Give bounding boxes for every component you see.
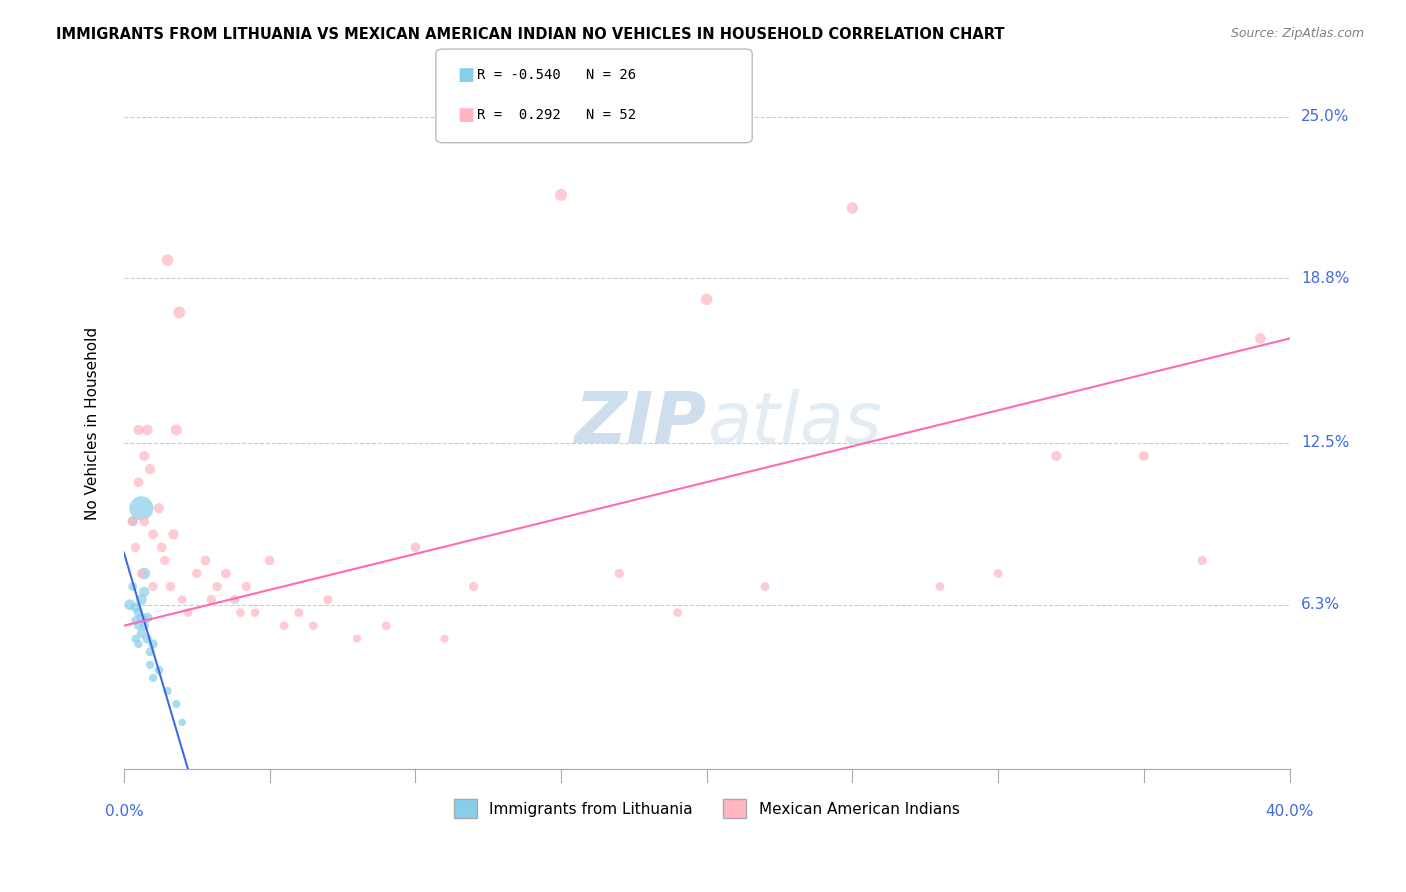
Point: [150, 541, 173, 555]
Point: [127, 606, 149, 620]
Point: [156, 253, 179, 268]
Point: [1249, 332, 1271, 346]
Point: [607, 566, 630, 581]
Point: [127, 637, 149, 651]
Point: [127, 618, 149, 632]
Point: [229, 606, 252, 620]
Point: [243, 606, 266, 620]
Point: [259, 553, 281, 567]
Point: [148, 501, 170, 516]
Point: [136, 611, 159, 625]
Point: [142, 527, 165, 541]
Point: [273, 618, 295, 632]
Point: [121, 514, 143, 528]
Point: [1045, 449, 1067, 463]
Text: R =  0.292   N = 52: R = 0.292 N = 52: [477, 108, 636, 122]
Point: [131, 501, 153, 516]
Point: [928, 580, 950, 594]
Point: [987, 566, 1010, 581]
Text: ■: ■: [457, 106, 474, 124]
Point: [302, 618, 325, 632]
Point: [194, 553, 217, 567]
Text: 25.0%: 25.0%: [1301, 109, 1350, 124]
Point: [121, 580, 143, 594]
Point: [550, 188, 572, 202]
Point: [134, 584, 156, 599]
Point: [134, 449, 156, 463]
Point: [131, 592, 153, 607]
Point: [375, 618, 398, 632]
Point: [169, 305, 191, 319]
Text: R = -0.540   N = 26: R = -0.540 N = 26: [477, 68, 636, 82]
Point: [124, 541, 146, 555]
Text: Source: ZipAtlas.com: Source: ZipAtlas.com: [1230, 27, 1364, 40]
Legend: Immigrants from Lithuania, Mexican American Indians: Immigrants from Lithuania, Mexican Ameri…: [449, 793, 966, 824]
Text: atlas: atlas: [707, 389, 882, 458]
Point: [433, 632, 456, 646]
Point: [404, 541, 426, 555]
Point: [139, 462, 162, 476]
Point: [172, 592, 194, 607]
Point: [153, 553, 176, 567]
Point: [159, 580, 181, 594]
Point: [186, 566, 208, 581]
Point: [139, 645, 162, 659]
Y-axis label: No Vehicles in Household: No Vehicles in Household: [86, 326, 100, 520]
Point: [124, 632, 146, 646]
Point: [134, 566, 156, 581]
Point: [121, 514, 143, 528]
Point: [205, 580, 228, 594]
Point: [142, 580, 165, 594]
Point: [224, 592, 246, 607]
Point: [142, 671, 165, 685]
Point: [148, 663, 170, 677]
Text: ■: ■: [457, 66, 474, 84]
Point: [165, 423, 187, 437]
Point: [696, 293, 718, 307]
Point: [754, 580, 776, 594]
Text: 12.5%: 12.5%: [1301, 435, 1350, 450]
Point: [156, 684, 179, 698]
Point: [134, 618, 156, 632]
Point: [200, 592, 222, 607]
Point: [131, 611, 153, 625]
Point: [346, 632, 368, 646]
Text: 6.3%: 6.3%: [1301, 598, 1340, 612]
Point: [841, 201, 863, 215]
Point: [177, 606, 200, 620]
Point: [131, 566, 153, 581]
Point: [136, 632, 159, 646]
Point: [172, 715, 194, 730]
Point: [142, 637, 165, 651]
Point: [463, 580, 485, 594]
Text: ZIP: ZIP: [575, 389, 707, 458]
Point: [1133, 449, 1156, 463]
Text: 18.8%: 18.8%: [1301, 271, 1350, 286]
Text: IMMIGRANTS FROM LITHUANIA VS MEXICAN AMERICAN INDIAN NO VEHICLES IN HOUSEHOLD CO: IMMIGRANTS FROM LITHUANIA VS MEXICAN AME…: [56, 27, 1005, 42]
Point: [131, 626, 153, 640]
Point: [139, 657, 162, 672]
Point: [118, 598, 141, 612]
Text: 40.0%: 40.0%: [1265, 804, 1313, 819]
Point: [127, 423, 149, 437]
Point: [124, 600, 146, 615]
Point: [162, 527, 184, 541]
Point: [134, 514, 156, 528]
Point: [127, 475, 149, 489]
Text: 0.0%: 0.0%: [104, 804, 143, 819]
Point: [215, 566, 238, 581]
Point: [235, 580, 257, 594]
Point: [666, 606, 689, 620]
Point: [136, 423, 159, 437]
Point: [316, 592, 339, 607]
Point: [287, 606, 309, 620]
Point: [1191, 553, 1213, 567]
Point: [124, 614, 146, 628]
Point: [165, 697, 187, 711]
